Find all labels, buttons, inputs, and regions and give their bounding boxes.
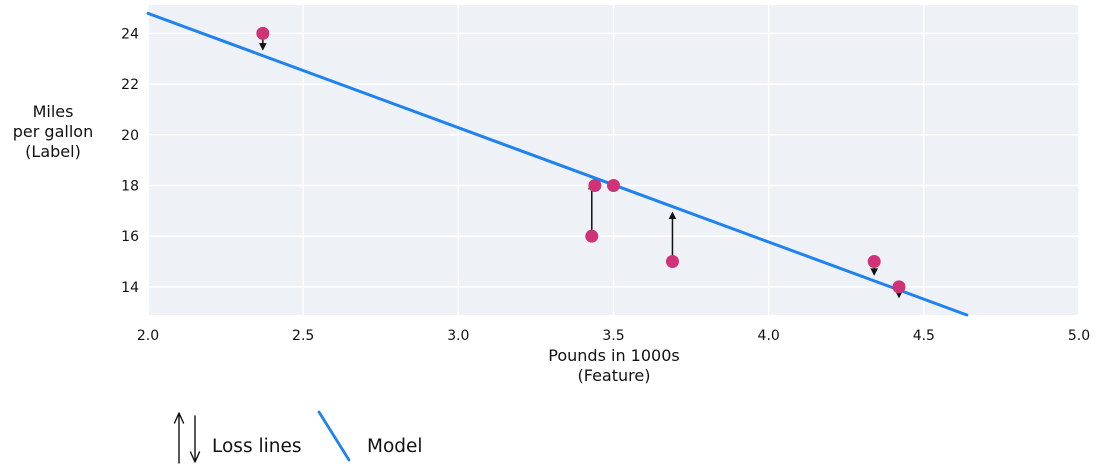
y-tick-label: 16 [121,229,139,245]
data-point [867,255,881,269]
x-axis-label-line1: Pounds in 1000s [548,346,680,365]
y-axis-label: Miles per gallon (Label) [0,102,106,162]
loss-lines-legend-icon [173,412,201,464]
y-tick-label: 14 [121,280,139,296]
data-point [588,178,602,192]
model-line-icon [317,410,351,462]
x-tick-label: 2.0 [137,328,159,344]
x-axis-label-line2: (Feature) [577,366,651,385]
data-point [585,229,599,243]
x-tick-label: 4.0 [758,328,780,344]
y-tick-label: 24 [121,26,139,42]
scatter-plot-canvas: 24 22 20 18 16 14 2.0 2.5 3.0 3.5 4.0 4.5 5.0 [121,5,1090,344]
x-tick-label: 2.5 [292,328,314,344]
loss-line-arrowhead [870,268,878,276]
legend-label-loss-lines: Loss lines [212,436,302,457]
y-axis-label-line3: (Label) [25,142,81,161]
y-tick-label: 22 [121,77,139,93]
down-arrow-icon [189,415,201,463]
data-point [256,26,270,40]
y-axis-label-line1: Miles [32,102,74,121]
x-tick-label: 3.5 [602,328,624,344]
legend-label-model: Model [367,436,423,457]
y-tick-label: 18 [121,178,139,194]
x-tick-label: 4.5 [913,328,935,344]
x-axis-label: Pounds in 1000s (Feature) [462,346,766,386]
y-axis-label-line2: per gallon [12,122,94,141]
data-point [607,178,620,192]
model-legend-icon [317,410,351,462]
y-tick-label: 20 [121,128,139,144]
up-arrow-icon [173,412,185,464]
x-tick-label: 3.0 [447,328,469,344]
loss-line-arrowhead [259,43,267,51]
data-point [892,280,906,294]
x-tick-label: 5.0 [1068,328,1090,344]
data-point [665,255,679,269]
loss-line-arrowhead [668,211,677,220]
model-line [146,11,969,317]
